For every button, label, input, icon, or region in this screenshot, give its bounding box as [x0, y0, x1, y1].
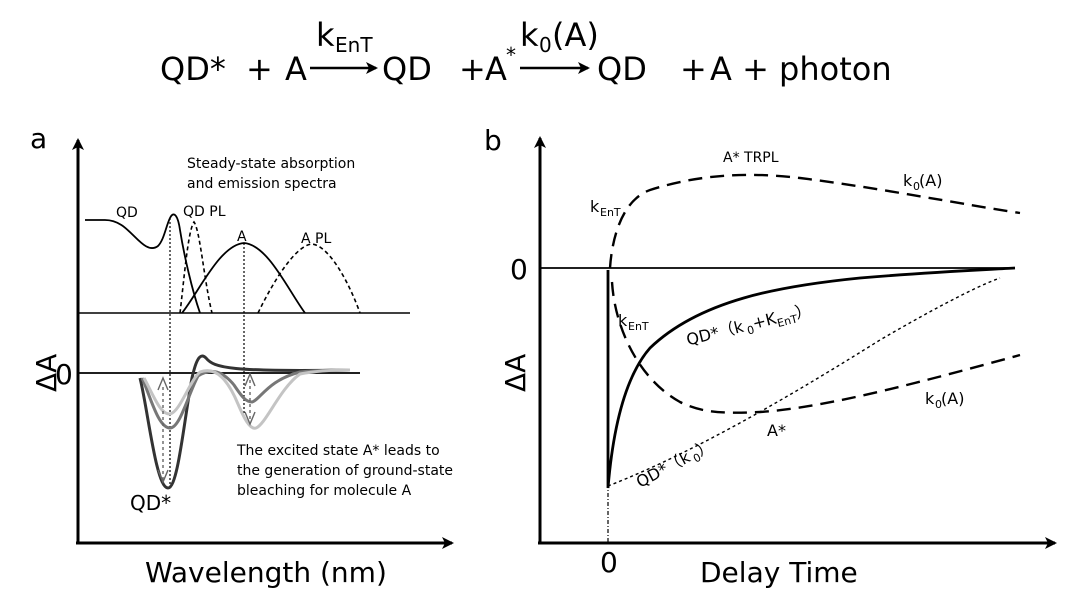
kent-mid-sub: EnT: [628, 320, 649, 333]
qd-star-fast-sub: EnT: [776, 312, 799, 330]
eq-k-ent: k: [316, 16, 335, 54]
a-absorption-curve: [181, 242, 306, 314]
note-line2: the generation of ground-state: [237, 463, 453, 479]
eq-a-star-sup: *: [506, 43, 516, 67]
spectra-title-line2: and emission spectra: [187, 176, 337, 192]
a-pl-label: A PL: [301, 231, 331, 247]
qd-star-fast-sub0: 0: [746, 323, 756, 337]
eq-a-photon: A + photon: [710, 50, 892, 88]
spectra-title-line1: Steady-state absorption: [187, 156, 355, 172]
qd-star-fast-close: ）: [793, 300, 813, 322]
eq-k0-arg: (A): [552, 16, 599, 54]
ta-curve-medium: [140, 368, 351, 430]
qd-bleach-arrowhead-up: [157, 376, 169, 391]
eq-plus-1: +: [246, 50, 273, 88]
eq-k-ent-sub: EnT: [335, 33, 373, 57]
qd-star-fast-plus: +K: [750, 309, 778, 333]
panel-a-label: a: [30, 122, 47, 155]
panel-b-label: b: [484, 124, 502, 157]
qd-absorption-curve: [85, 213, 201, 314]
a-star-bleach-curve: [610, 281, 1021, 414]
qd-star-label: QD*: [130, 491, 171, 515]
eq-qd-2: QD: [597, 50, 647, 88]
k0a-top-k: k: [903, 171, 913, 190]
panel-b-ylabel: ΔA: [499, 354, 532, 392]
qd-star-slow-text: QD*（k: [633, 447, 694, 491]
panel-a-zero: 0: [55, 358, 73, 391]
a-bleach-arrowhead-up: [244, 372, 256, 387]
eq-plus-2: +: [459, 50, 486, 88]
eq-k0-sub: 0: [539, 33, 552, 57]
k0a-bot-arg: (A): [941, 389, 964, 408]
kent-mid-k: k: [618, 311, 628, 330]
k0a-bot-k: k: [925, 389, 935, 408]
qd-star-fast-curve: [606, 266, 1016, 489]
eq-qd-star: QD*: [160, 50, 226, 88]
panel-a: a Steady-state absorption and emission s…: [30, 122, 454, 589]
a-star-label: A*: [767, 421, 786, 440]
qd-pl-label: QD PL: [183, 204, 226, 220]
qd-label: QD: [116, 205, 138, 221]
note-line3: bleaching for molecule A: [237, 483, 412, 499]
a-star-trpl-curve: [608, 173, 1021, 269]
kent-top-k: k: [590, 197, 600, 216]
eq-qd-1: QD: [382, 50, 432, 88]
k0a-top-sub: 0: [913, 180, 920, 193]
panel-b-xlabel: Delay Time: [700, 556, 858, 589]
qd-pl-curve: [179, 220, 213, 314]
eq-a-star: A: [485, 50, 507, 88]
k0a-top-arg: (A): [919, 171, 942, 190]
panel-b-zero-y: 0: [510, 253, 528, 286]
qd-star-slow-label: QD*（k 0 ）: [633, 435, 716, 491]
k0a-bot-sub: 0: [935, 398, 942, 411]
note-line1: The excited state A* leads to: [236, 443, 440, 459]
panel-a-ylabel: ΔA: [30, 354, 63, 392]
ta-curve-light: [142, 368, 351, 430]
eq-k0: k: [520, 16, 539, 54]
a-label: A: [237, 229, 247, 245]
eq-plus-3: +: [680, 50, 707, 88]
qd-star-slow-close: ）: [693, 435, 716, 459]
qd-bleach-arrowhead-down: [157, 469, 169, 484]
reaction-equation: QD* + A k EnT QD + A * k 0 (A) QD + A + …: [160, 16, 892, 88]
qd-star-slow-curve: [607, 277, 1001, 487]
panel-a-xlabel: Wavelength (nm): [145, 556, 387, 589]
qd-star-fast-label: QD*（k 0 +K EnT ）: [684, 300, 813, 350]
a-star-trpl-label: A* TRPL: [723, 150, 779, 166]
kent-top-sub: EnT: [600, 206, 621, 219]
eq-a-1: A: [285, 50, 307, 88]
qd-star-fast-text: QD*（k: [684, 317, 746, 350]
panel-b: b 0 A* TRPL k 0 (A) k EnT k EnT QD*（k 0 …: [484, 124, 1057, 589]
a-pl-curve: [257, 243, 361, 314]
panel-b-zero-x: 0: [600, 546, 618, 579]
a-bleach-arrowhead-down: [244, 411, 256, 426]
